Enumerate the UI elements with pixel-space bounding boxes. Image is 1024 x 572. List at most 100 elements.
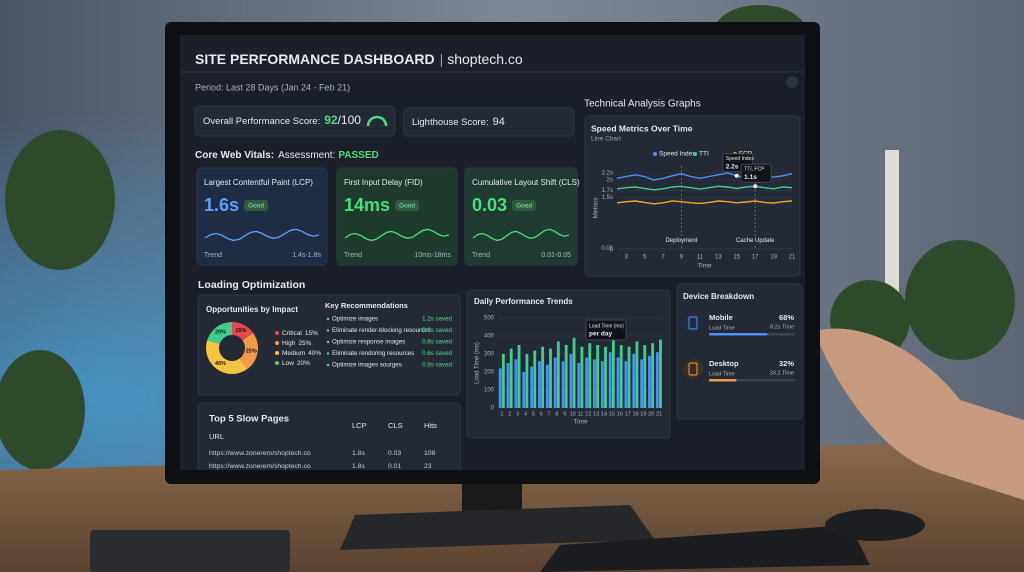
bullet: [326, 340, 330, 344]
event-label: Deployment: [665, 238, 697, 244]
x-tick-label: 16: [617, 411, 623, 417]
legend-label-part: Critical: [282, 330, 302, 337]
overall-score-part: /100: [338, 113, 362, 127]
column-header: Hits: [424, 421, 437, 430]
recommendation: Optimize images sourges: [332, 362, 402, 369]
bar: [616, 357, 620, 408]
vital-status: Good: [248, 203, 264, 210]
series-line: [616, 200, 793, 205]
panel-title: Opportunities by Impact: [206, 305, 298, 314]
callout-text: 2.2s: [726, 164, 739, 171]
lighthouse-score: Lighthouse Score: 94: [412, 116, 505, 128]
bar: [655, 352, 659, 408]
device-time: 8.2s Time: [770, 324, 794, 330]
lighthouse-score-part: 94: [493, 116, 505, 128]
x-tick-label: 3: [516, 411, 519, 417]
dashboard-title-part: shoptech.co: [447, 51, 523, 67]
vitals-heading-part: Assessment:: [278, 150, 335, 161]
recommendation-saving: 0.6s saved: [422, 350, 452, 357]
legend-swatch: [275, 331, 279, 335]
table-cell: 0.01: [388, 463, 401, 470]
y-tick-label: 2.2s: [602, 171, 613, 177]
bar: [588, 343, 592, 408]
donut-slice: [206, 339, 248, 374]
vital-name: First Input Delay (FID): [344, 178, 423, 187]
x-tick-label: 4: [524, 411, 527, 417]
bar: [538, 361, 541, 408]
status-badge: [512, 200, 537, 211]
bar: [643, 345, 647, 408]
period: Period: Last 28 Days (Jan 24 - Feb 21): [195, 82, 350, 92]
legend-swatch: [275, 351, 279, 355]
trend-label: Trend: [472, 252, 490, 259]
recommendation-saving: 1.2s saved: [422, 316, 452, 323]
recommendation-saving: 0.9s saved: [422, 327, 452, 334]
vital-value: 14ms: [344, 195, 390, 215]
legend-swatch: [653, 152, 657, 156]
x-tick-label: 5: [532, 411, 535, 417]
device-share: 68%: [779, 313, 794, 322]
legend-label-part: Medium: [282, 350, 305, 357]
bar: [659, 339, 662, 408]
y-tick-label: 400: [484, 334, 495, 340]
stand-base: [340, 505, 655, 550]
device-panel: [676, 283, 803, 420]
bar: [514, 359, 518, 408]
device-name: Desktop: [709, 359, 739, 368]
slice-label: 25%: [246, 349, 257, 355]
chart-title: Speed Metrics Over Time: [591, 123, 693, 133]
x-tick-label: 11: [697, 255, 704, 261]
vitals-heading-part: Core Web Vitals:: [195, 150, 274, 161]
vitals-heading-part: PASSED: [338, 150, 378, 161]
y-tick-label: 100: [484, 388, 495, 394]
vital-name: Cumulative Layout Shift (CLS): [472, 178, 580, 187]
callout-text: 1.1s: [744, 174, 757, 181]
overall-score-card: [194, 105, 396, 137]
vital-value: 0.03: [472, 195, 507, 215]
bar: [549, 348, 552, 408]
y-tick-label: 500: [484, 316, 495, 322]
bar: [561, 361, 565, 408]
x-tick-label: 21: [789, 255, 796, 261]
x-tick-label: 11: [578, 411, 584, 417]
bar: [525, 354, 529, 408]
panel-title: Top 5 Slow Pages: [209, 414, 289, 425]
vital-status: Good: [399, 203, 415, 210]
event-label: Cache Update: [736, 238, 775, 244]
y-tick-label: 2s: [607, 178, 613, 184]
section-title: Technical Analysis Graphs: [584, 99, 701, 110]
donut-slice: [207, 321, 232, 344]
vital-value: 1.6s: [204, 195, 239, 215]
y-tick-label: 0: [610, 248, 614, 254]
donut-slice: [232, 322, 254, 341]
x-tick-label: 7: [661, 255, 665, 261]
chart-subtitle: Line Chart: [591, 136, 621, 143]
x-tick-label: 19: [640, 411, 646, 417]
x-tick-label: 12: [585, 411, 591, 417]
recommendation: Eliminate render-blocking resources: [332, 327, 431, 334]
vital-card: [464, 167, 578, 266]
legend-swatch: [275, 361, 279, 365]
bullet: [326, 317, 330, 321]
device-glyph: [688, 362, 698, 376]
x-tick-label: 8: [555, 411, 558, 417]
bar: [498, 368, 502, 408]
bar: [648, 355, 651, 408]
legend-label: High 25%: [282, 340, 312, 347]
bar: [651, 343, 655, 408]
sparkline: [472, 228, 570, 242]
bar: [522, 372, 526, 408]
vital-card: [196, 167, 328, 266]
recommendation-saving: 0.9s saved: [422, 362, 452, 369]
settings-button[interactable]: [786, 76, 798, 88]
x-tick-label: 21: [656, 411, 662, 417]
bar: [635, 341, 639, 408]
overall-score: Overall Performance Score: 92/100: [203, 113, 361, 127]
bar: [501, 354, 505, 408]
x-tick-label: 13: [593, 411, 599, 417]
slice-label: 40%: [215, 361, 226, 367]
trend-range: 0.01-0.05: [541, 252, 571, 259]
overall-score-part: 92: [324, 113, 338, 127]
bar: [569, 354, 573, 408]
